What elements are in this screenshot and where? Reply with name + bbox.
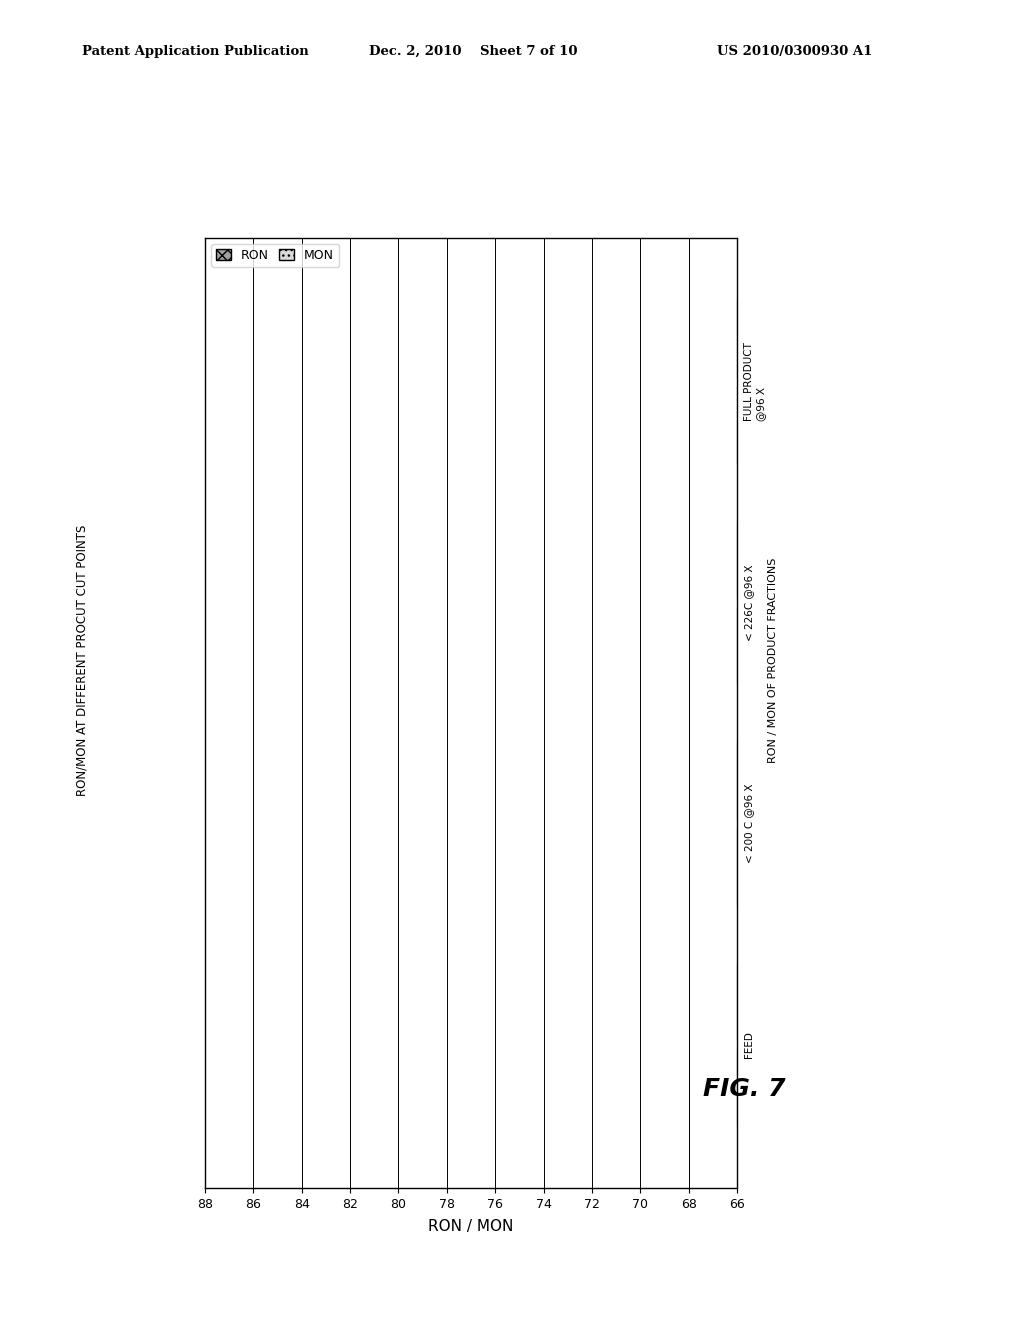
Bar — [737, 742, 870, 818]
Text: US 2010/0300930 A1: US 2010/0300930 A1 — [717, 45, 872, 58]
Bar — [737, 828, 895, 906]
Bar — [737, 520, 1024, 598]
Text: Dec. 2, 2010    Sheet 7 of 10: Dec. 2, 2010 Sheet 7 of 10 — [369, 45, 578, 58]
Bar — [737, 1049, 858, 1126]
Text: FULL PRODUCT
@96 X: FULL PRODUCT @96 X — [744, 342, 766, 421]
Bar — [737, 385, 1024, 463]
Bar — [737, 607, 1024, 684]
Text: Patent Application Publication: Patent Application Publication — [82, 45, 308, 58]
Text: < 200 C @96 X: < 200 C @96 X — [744, 784, 755, 863]
X-axis label: RON / MON: RON / MON — [428, 1220, 514, 1234]
Text: FEED: FEED — [744, 1031, 755, 1057]
Text: RON / MON OF PRODUCT FRACTIONS: RON / MON OF PRODUCT FRACTIONS — [768, 557, 778, 763]
Text: RON/MON AT DIFFERENT PROCUT CUT POINTS: RON/MON AT DIFFERENT PROCUT CUT POINTS — [76, 524, 88, 796]
Text: < 226C @96 X: < 226C @96 X — [744, 564, 755, 640]
Legend: RON, MON: RON, MON — [211, 244, 339, 267]
Text: FIG. 7: FIG. 7 — [703, 1077, 785, 1101]
Bar — [737, 300, 1024, 376]
Bar — [737, 962, 798, 1040]
